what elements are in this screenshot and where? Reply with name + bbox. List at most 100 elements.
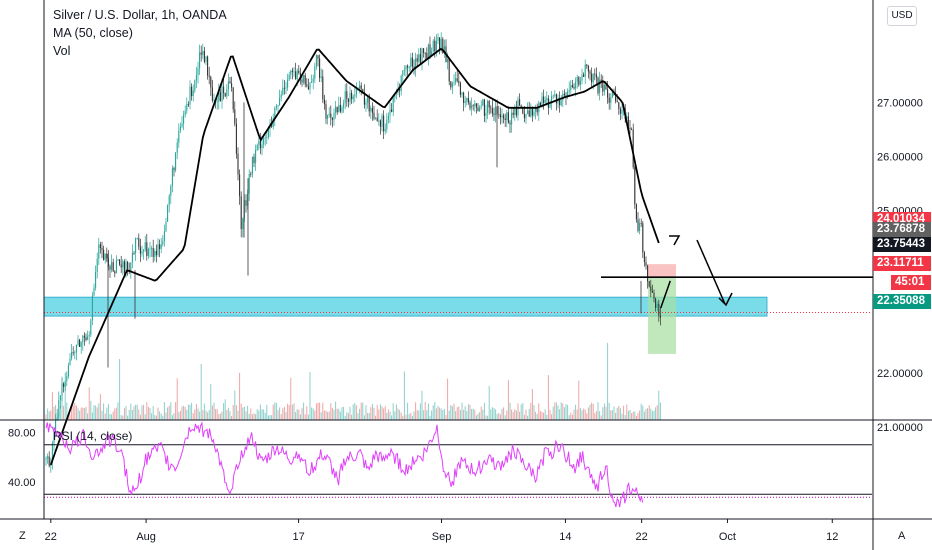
- volume-bar: [179, 410, 181, 420]
- volume-bar: [181, 406, 183, 420]
- candle-body: [543, 96, 545, 103]
- volume-bar: [522, 403, 524, 420]
- volume-bar: [75, 405, 77, 420]
- candle-body: [114, 271, 116, 274]
- candle-body: [608, 97, 610, 103]
- volume-bar: [416, 410, 418, 420]
- volume-bar: [365, 405, 367, 420]
- volume-bar: [253, 413, 255, 420]
- candle-body: [75, 344, 77, 353]
- candle-body: [227, 81, 229, 90]
- volume-bar: [525, 409, 527, 420]
- volume-bar: [586, 413, 588, 420]
- volume-bar: [531, 389, 533, 420]
- x-tick-label: 17: [292, 531, 304, 543]
- price-tag: 22.35088: [873, 294, 931, 309]
- candle-body: [195, 75, 197, 81]
- candle-body: [626, 116, 628, 119]
- volume-bar: [347, 413, 349, 420]
- candle-body: [296, 70, 298, 80]
- volume-bar: [331, 407, 333, 420]
- candle-body: [589, 71, 591, 74]
- candle-body: [199, 52, 201, 69]
- candle-body: [578, 76, 580, 85]
- candle-body: [163, 231, 165, 242]
- candle-body: [546, 98, 548, 101]
- volume-bar: [203, 403, 205, 420]
- volume-bar: [245, 411, 247, 420]
- volume-bar: [549, 410, 551, 420]
- volume-bar: [659, 402, 661, 420]
- volume-bar: [205, 410, 207, 420]
- candle-body: [602, 81, 604, 92]
- volume-bar: [271, 415, 273, 420]
- volume-bar: [467, 404, 469, 420]
- volume-bar: [373, 407, 375, 420]
- candle-body: [147, 248, 149, 256]
- volume-bar: [391, 415, 393, 420]
- volume-bar: [352, 404, 354, 420]
- volume-bar: [175, 402, 177, 420]
- volume-bar: [87, 413, 89, 420]
- candle-body: [123, 261, 125, 274]
- volume-bar: [309, 372, 311, 420]
- volume-bar: [371, 404, 373, 420]
- candle-body: [290, 70, 292, 75]
- volume-bar: [469, 404, 471, 420]
- candle-body: [119, 259, 121, 265]
- volume-bar: [242, 407, 244, 420]
- candle-body: [416, 58, 418, 62]
- candle-body: [362, 88, 364, 92]
- candle-body: [96, 258, 98, 273]
- currency-button[interactable]: USD: [887, 6, 917, 26]
- volume-bar: [578, 380, 580, 420]
- volume-bar: [442, 410, 444, 420]
- candle-body: [571, 85, 573, 87]
- volume-bar: [259, 404, 261, 420]
- candle-body: [456, 78, 458, 81]
- candle-body: [472, 105, 474, 107]
- candle-body: [507, 112, 509, 123]
- volume-bar: [541, 411, 543, 420]
- candle-body: [410, 57, 412, 68]
- moving-average: [49, 47, 660, 466]
- volume-bar: [575, 404, 577, 420]
- volume-bar: [338, 408, 340, 420]
- volume-bar: [280, 414, 282, 420]
- timezone-button[interactable]: Z: [19, 530, 26, 542]
- candle-body: [368, 95, 370, 112]
- candle-body: [367, 95, 369, 103]
- auto-scale-button[interactable]: A: [898, 530, 906, 542]
- volume-bar: [312, 408, 314, 420]
- volume-bar: [499, 414, 501, 420]
- candle-body: [587, 66, 589, 72]
- candle-body: [656, 303, 658, 308]
- volume-bar: [251, 414, 253, 420]
- candle-body: [256, 144, 258, 150]
- candle-body: [135, 238, 137, 254]
- candle-body: [597, 77, 599, 94]
- candle-body: [56, 417, 58, 420]
- volume-bar: [555, 402, 557, 420]
- volume-bar: [95, 405, 97, 420]
- volume-bar: [546, 414, 548, 420]
- candle-body: [635, 204, 637, 220]
- candle-body: [328, 113, 330, 115]
- candle-body: [653, 292, 655, 299]
- candle-body: [221, 86, 223, 102]
- candle-body: [435, 40, 437, 52]
- volume-bar: [655, 407, 657, 420]
- candle-body: [106, 253, 108, 259]
- volume-bar: [551, 414, 553, 420]
- candle-body: [544, 100, 546, 103]
- volume-bar: [184, 406, 186, 420]
- volume-bar: [77, 408, 79, 420]
- volume-bar: [117, 402, 119, 420]
- volume-bar: [307, 414, 309, 420]
- candle-body: [304, 74, 306, 85]
- candle-body: [520, 105, 522, 107]
- candle-body: [559, 98, 561, 106]
- candle-body: [168, 195, 170, 206]
- volume-bar: [573, 409, 575, 420]
